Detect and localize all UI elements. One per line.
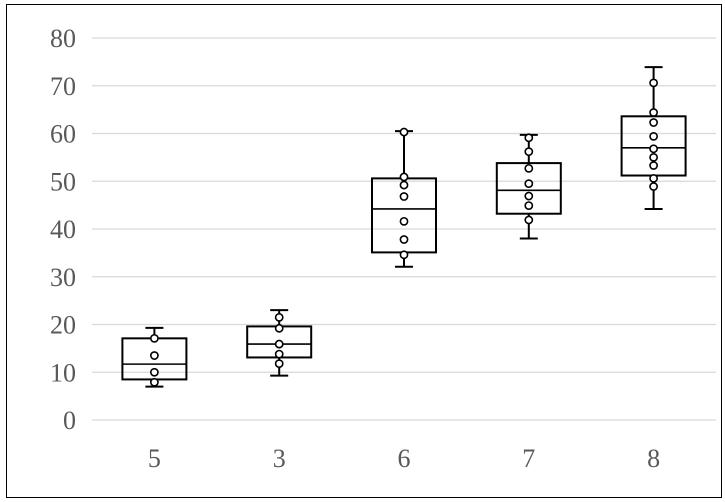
data-point [524, 201, 534, 211]
data-point [149, 367, 159, 377]
y-tick-label: 40 [50, 215, 76, 244]
data-point [524, 179, 534, 189]
data-point [399, 180, 409, 190]
x-tick-label: 7 [522, 444, 535, 473]
data-point [649, 108, 658, 117]
data-point [149, 377, 159, 387]
data-point [149, 351, 159, 360]
x-tick-label: 6 [398, 444, 411, 473]
data-point [649, 152, 658, 162]
box-group-3 [246, 309, 313, 377]
box-group-5 [121, 326, 188, 388]
data-point [649, 144, 658, 154]
data-point [649, 173, 658, 183]
box-series [121, 66, 687, 388]
box-group-7 [495, 133, 562, 240]
data-point [524, 147, 534, 157]
data-point [649, 118, 658, 127]
data-point [274, 312, 284, 322]
data-point [399, 127, 409, 137]
data-point [149, 333, 159, 343]
data-point [524, 133, 534, 143]
data-point [274, 349, 284, 359]
data-point [524, 163, 534, 173]
y-tick-label: 30 [50, 263, 76, 292]
data-point [274, 359, 284, 369]
y-tick-label: 60 [50, 120, 76, 149]
x-tick-label: 5 [148, 444, 161, 473]
data-point [649, 131, 658, 141]
box-group-8 [620, 66, 687, 210]
data-point [274, 323, 284, 333]
y-tick-label: 10 [50, 358, 76, 387]
y-tick-label: 50 [50, 167, 76, 196]
y-axis-tick-labels: 0 10 20 30 40 50 60 70 80 [50, 24, 76, 435]
x-axis-tick-labels: 5 3 6 7 8 [148, 444, 660, 473]
data-point [399, 250, 409, 260]
y-tick-label: 70 [50, 72, 76, 101]
data-point [524, 215, 534, 225]
y-tick-label: 20 [50, 311, 76, 340]
data-point [399, 235, 409, 244]
data-point [649, 161, 658, 170]
data-point [399, 172, 409, 182]
data-point [399, 192, 409, 201]
x-tick-label: 8 [647, 444, 660, 473]
box-group-6 [371, 127, 437, 268]
y-tick-label: 80 [50, 24, 76, 53]
y-tick-label: 0 [63, 406, 76, 435]
data-point [649, 182, 658, 191]
data-point [399, 216, 409, 226]
iqr-box [495, 162, 562, 215]
data-point [274, 339, 284, 349]
data-point [524, 191, 534, 201]
x-tick-label: 3 [273, 444, 286, 473]
data-point [649, 78, 658, 88]
